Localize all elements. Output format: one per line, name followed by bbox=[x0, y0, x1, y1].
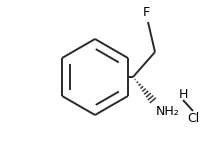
Text: Cl: Cl bbox=[187, 111, 199, 124]
Text: F: F bbox=[143, 6, 150, 19]
Text: H: H bbox=[178, 89, 188, 102]
Text: NH₂: NH₂ bbox=[156, 105, 180, 118]
